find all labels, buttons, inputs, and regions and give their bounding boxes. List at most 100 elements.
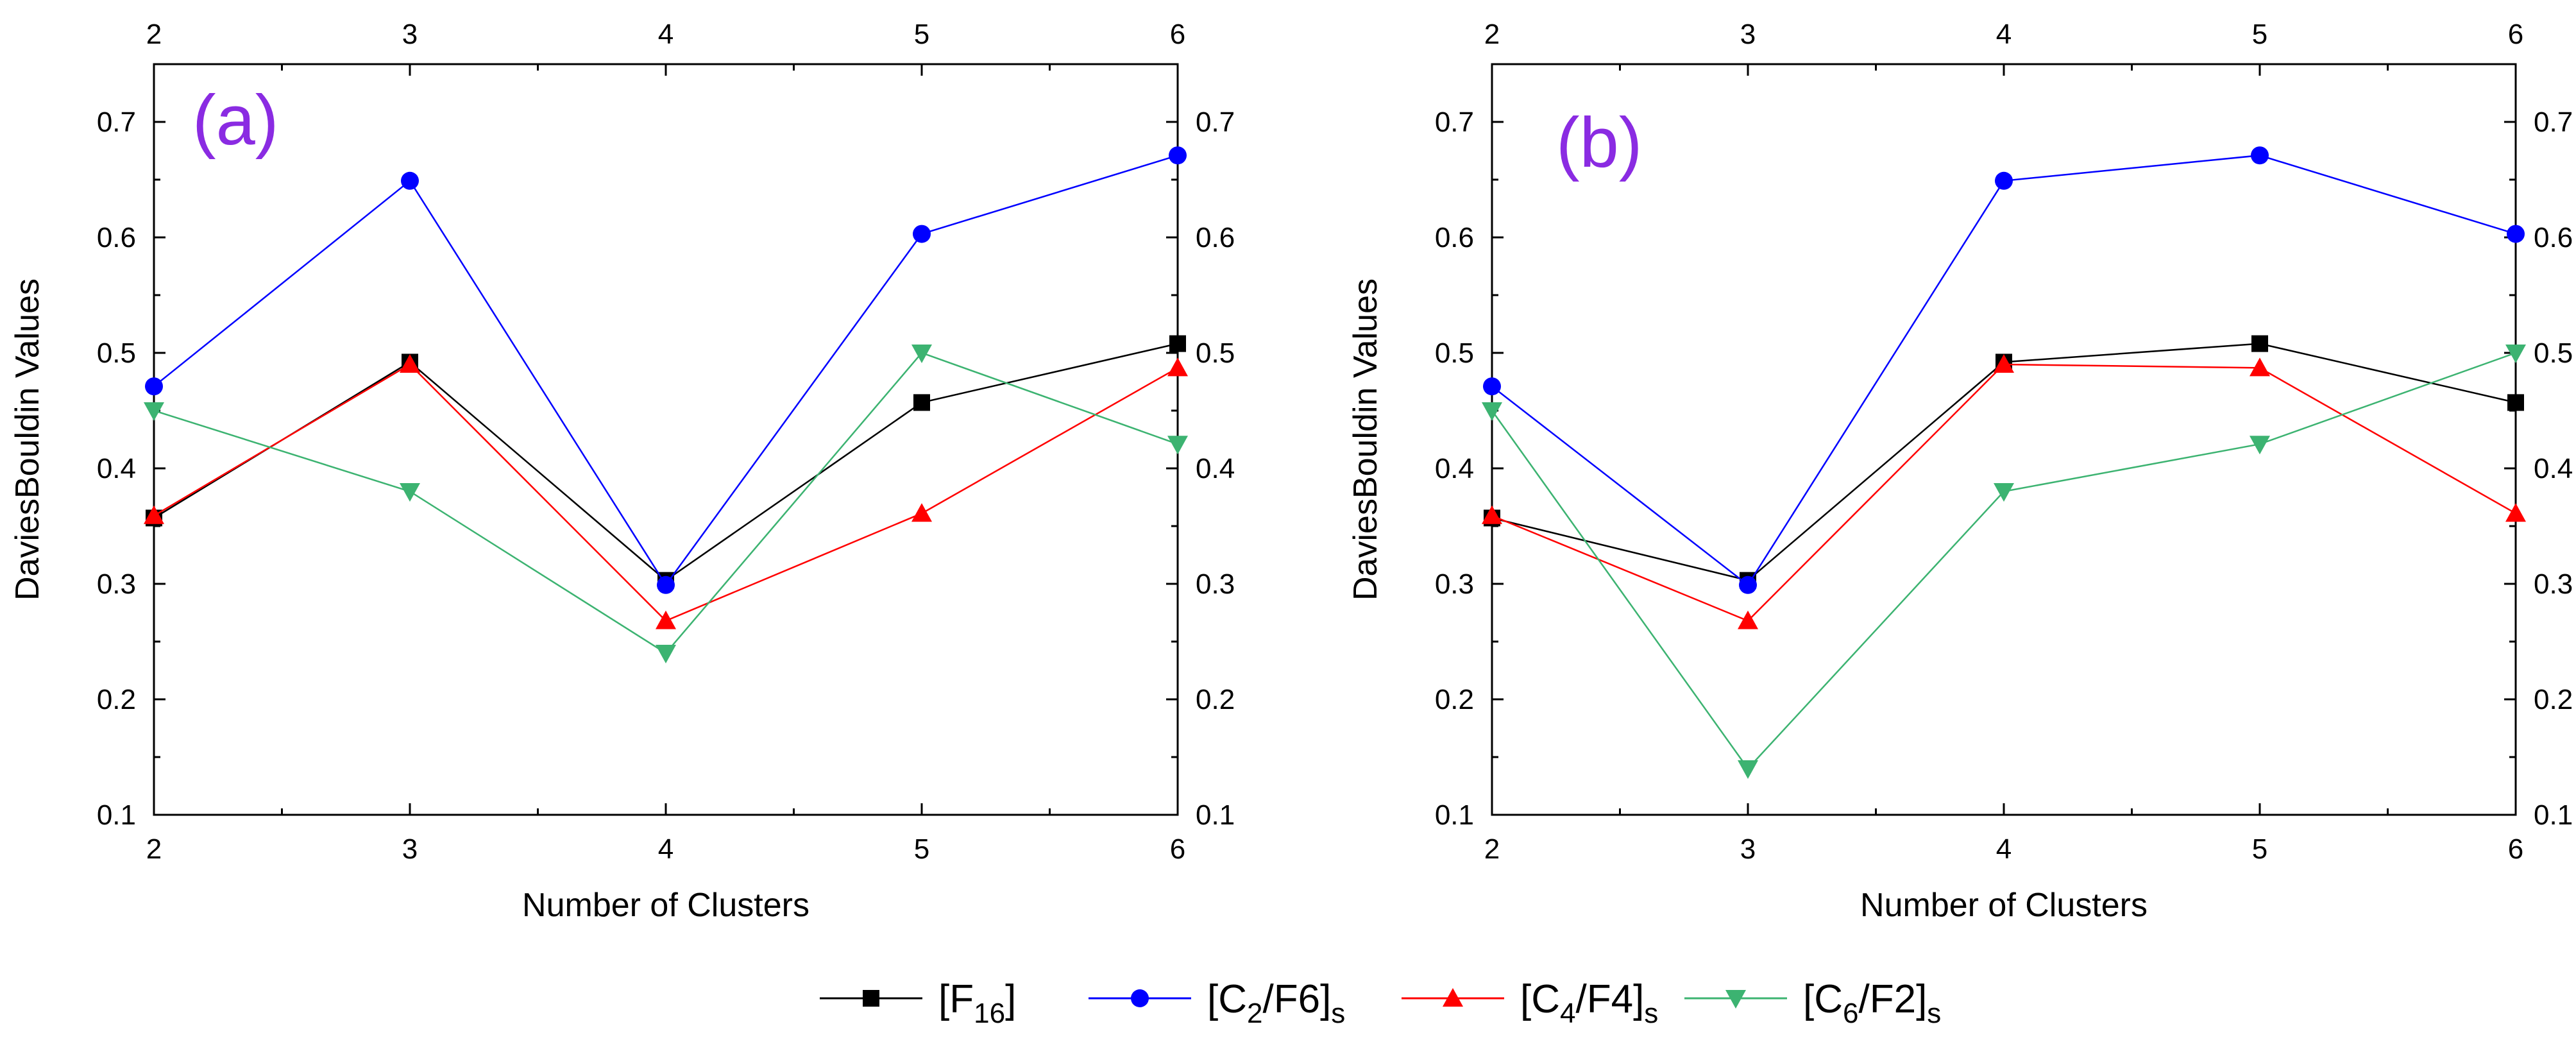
- panel-a-series-c2-f6-s-point: [1169, 146, 1187, 165]
- panel-a-series-c4-f4-s-point: [911, 503, 932, 522]
- panel-a-y-tick-label-left: 0.4: [97, 453, 136, 484]
- panel-b-series-c6-f2-s-point: [2250, 436, 2270, 455]
- panel-a-series-c2-f6-s: [145, 146, 1187, 594]
- panel-b-y-tick-label-right: 0.2: [2534, 684, 2573, 715]
- panel-b-y-tick-label-left: 0.3: [1435, 568, 1474, 600]
- panel-a-series-c6-f2-s-point: [911, 345, 932, 363]
- panel-b-x-tick-label-bottom: 4: [1996, 833, 2012, 865]
- panel-b-x-axis-title: Number of Clusters: [1860, 887, 2148, 924]
- panel-a-y-tick-label-left: 0.6: [97, 222, 136, 253]
- panel-b-series-c6-f2-s: [1482, 345, 2526, 779]
- legend-marker: [863, 990, 879, 1007]
- panel-a-x-tick-label-bottom: 4: [658, 833, 674, 865]
- legend-label: [F16]: [938, 977, 1016, 1029]
- panel-b-series-c2-f6-s: [1483, 146, 2525, 594]
- legend-entry-c2-f6-s: [C2/F6]s: [1089, 977, 1345, 1029]
- panel-a-y-tick-label-right: 0.6: [1196, 222, 1235, 253]
- panel-a-series-f16-line: [153, 343, 1178, 582]
- panel-b-series-c4-f4-s-point: [1482, 505, 1502, 524]
- panel-b-label: (b): [1556, 103, 1642, 182]
- panel-a-y-tick-label-left: 0.3: [97, 568, 136, 600]
- panel-b-x-tick-label-bottom: 2: [1484, 833, 1500, 865]
- panel-b-y-axis-title: DaviesBouldin Values: [1347, 278, 1384, 601]
- chart-panel-b: 2 2 3 3 4 4 5 5 6 6 0.1 0.1 0.2 0.2 0.3 0.3 0.4 0.4 0.5 0.5…: [1347, 19, 2573, 924]
- panel-a-series-c6-f2-s-line: [153, 352, 1178, 654]
- chart-panel-a: 2 2 3 3 4 4 5 5 6 6 0.1 0.1 0.2 0.2 0.3 0.3 0.4 0.4 0.5 0.5…: [9, 19, 1235, 924]
- panel-a-x-tick-label-bottom: 2: [146, 833, 162, 865]
- panel-a-plot-frame: [153, 63, 1179, 816]
- panel-a-series-c2-f6-s-point: [657, 575, 675, 594]
- panel-b-x-tick-label-top: 3: [1740, 19, 1756, 50]
- legend-label: [C4/F4]s: [1520, 977, 1658, 1029]
- panel-b-series-c4-f4-s-point: [1994, 354, 2014, 373]
- panel-a-y-tick-label-right: 0.4: [1196, 453, 1235, 484]
- legend-label: [C6/F2]s: [1803, 977, 1941, 1029]
- panel-a-x-tick-label-top: 6: [1170, 19, 1185, 50]
- panel-a-y-tick-label-left: 0.7: [97, 107, 136, 138]
- panel-b-y-tick-label-left: 0.1: [1435, 799, 1474, 831]
- panel-a-x-tick-label-bottom: 6: [1170, 833, 1185, 865]
- panel-a-x-axis-title: Number of Clusters: [522, 887, 809, 924]
- panel-b-series-f16-point: [2507, 394, 2524, 411]
- panel-a-y-tick-label-left: 0.5: [97, 337, 136, 369]
- panel-a-series-c6-f2-s-point: [656, 645, 676, 663]
- panel-a-series-c2-f6-s-line: [153, 155, 1178, 587]
- panel-a-series-c4-f4-s-point: [656, 610, 676, 629]
- panel-b-series-f16: [1484, 335, 2524, 589]
- panel-b-x-tick-label-bottom: 5: [2252, 833, 2267, 865]
- panel-b-y-tick-label-left: 0.4: [1435, 453, 1474, 484]
- panel-a-x-tick-label-top: 4: [658, 19, 674, 50]
- panel-b-y-tick-label-left: 0.2: [1435, 684, 1474, 715]
- panel-b-series-c4-f4-s-point: [2505, 503, 2526, 522]
- panel-a-label: (a): [192, 81, 278, 160]
- panel-a-series-c6-f2-s: [144, 345, 1188, 663]
- panel-b-y-tick-label-right: 0.3: [2534, 568, 2573, 600]
- panel-a-y-tick-label-left: 0.2: [97, 684, 136, 715]
- panel-b-series-c6-f2-s-point: [1482, 402, 1502, 421]
- legend-marker: [1131, 989, 1149, 1007]
- panel-b-y-tick-label-right: 0.5: [2534, 337, 2573, 369]
- panel-b-x-tick-label-bottom: 6: [2508, 833, 2523, 865]
- panel-b-y-tick-label-right: 0.1: [2534, 799, 2573, 831]
- legend-entry-f16: [F16]: [820, 977, 1016, 1029]
- panel-b-series-c4-f4-s-point: [2250, 357, 2270, 377]
- panel-a-series-f16: [146, 335, 1186, 589]
- panel-b-y-tick-label-left: 0.7: [1435, 107, 1474, 138]
- panel-b-series-c4-f4-s: [1482, 354, 2526, 629]
- panel-b-series-c2-f6-s-point: [1483, 377, 1501, 396]
- panel-b-series-c6-f2-s-line: [1491, 352, 2516, 770]
- panel-a-y-tick-label-right: 0.1: [1196, 799, 1235, 831]
- panel-b-series-c2-f6-s-point: [2251, 146, 2269, 165]
- panel-a-series-c2-f6-s-point: [145, 377, 163, 396]
- panel-a-series-c2-f6-s-point: [913, 225, 931, 243]
- panel-b-y-tick-label-right: 0.6: [2534, 222, 2573, 253]
- panel-b-series-f16-point: [2251, 335, 2268, 352]
- panel-a-y-tick-label-right: 0.2: [1196, 684, 1235, 715]
- panel-a-y-axis-title: DaviesBouldin Values: [9, 278, 46, 601]
- panel-a-series-f16-point: [913, 394, 930, 411]
- legend: [F16] [C2/F6]s [C4/F4]s [C6/F2]s: [820, 977, 1941, 1029]
- panel-a-x-tick-label-bottom: 3: [402, 833, 418, 865]
- panel-a-series-c4-f4-s: [144, 354, 1188, 629]
- panel-a-y-tick-label-left: 0.1: [97, 799, 136, 831]
- panel-b-series-c6-f2-s-point: [1738, 760, 1758, 779]
- panel-b-x-tick-label-top: 4: [1996, 19, 2012, 50]
- panel-a-series-c4-f4-s-point: [144, 505, 164, 524]
- panel-b-y-tick-label-right: 0.4: [2534, 453, 2573, 484]
- panel-a-series-c2-f6-s-point: [401, 171, 419, 190]
- panel-b-series-c2-f6-s-point: [1739, 575, 1757, 594]
- legend-entry-c4-f4-s: [C4/F4]s: [1402, 977, 1658, 1029]
- panel-a-x-tick-label-top: 3: [402, 19, 418, 50]
- panel-b-x-tick-label-bottom: 3: [1740, 833, 1756, 865]
- panel-b-series-c2-f6-s-point: [2507, 225, 2525, 243]
- panel-a-y-tick-label-right: 0.7: [1196, 107, 1235, 138]
- panel-b-series-c6-f2-s-point: [2505, 345, 2526, 363]
- panel-b-x-tick-label-top: 6: [2508, 19, 2523, 50]
- panel-a-series-c6-f2-s-point: [144, 402, 164, 421]
- panel-b-x-tick-label-top: 2: [1484, 19, 1500, 50]
- panel-b-series-f16-line: [1491, 343, 2516, 581]
- panel-a-series-c4-f4-s-point: [400, 354, 420, 373]
- panel-b-y-tick-label-left: 0.5: [1435, 337, 1474, 369]
- panel-a-x-tick-label-bottom: 5: [914, 833, 929, 865]
